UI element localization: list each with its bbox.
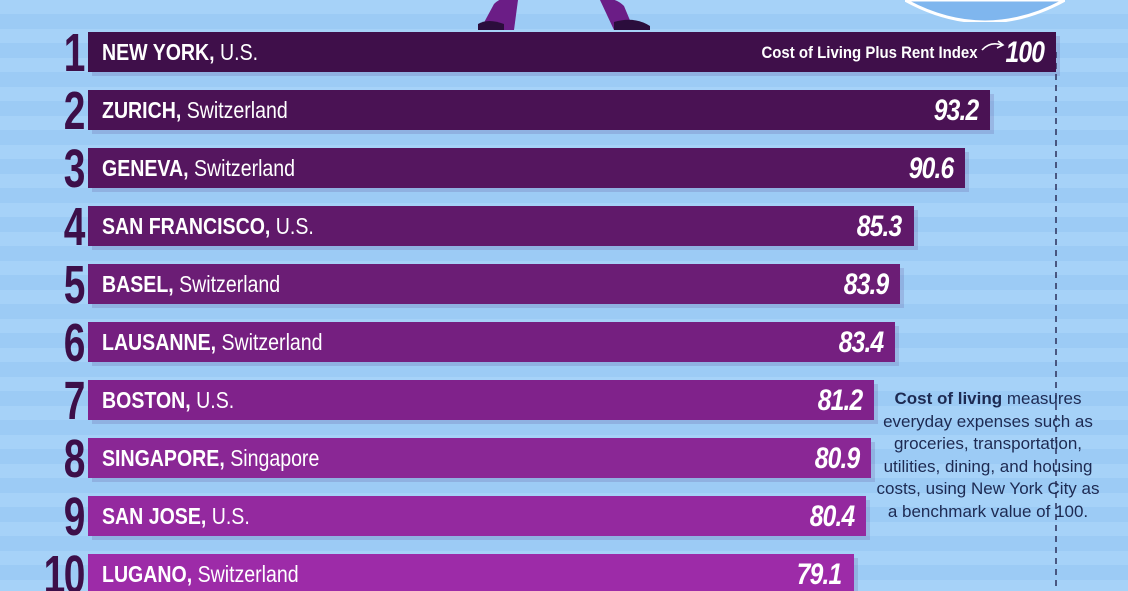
rank-number: 8 bbox=[63, 429, 86, 489]
city-name: ZURICH, bbox=[102, 97, 182, 123]
country-name: U.S. bbox=[206, 503, 250, 529]
country-name: U.S. bbox=[190, 387, 235, 413]
bar: LAUSANNE, Switzerland 83.4 bbox=[88, 322, 896, 362]
country-name: U.S. bbox=[270, 213, 314, 239]
city-label: SAN JOSE, U.S. bbox=[102, 496, 250, 536]
city-name: SAN JOSE, bbox=[102, 503, 207, 529]
rank-number: 10 bbox=[43, 545, 86, 591]
value-label: 83.4 bbox=[838, 326, 884, 359]
rank-number: 7 bbox=[63, 371, 86, 431]
city-label: BASEL, Switzerland bbox=[102, 264, 280, 304]
city-name: SAN FRANCISCO, bbox=[102, 213, 271, 239]
value-label: 100 bbox=[1005, 36, 1044, 69]
city-label: BOSTON, U.S. bbox=[102, 380, 234, 420]
index-label: Cost of Living Plus Rent Index bbox=[761, 43, 978, 62]
value-label: 90.6 bbox=[908, 152, 953, 185]
bar: SAN JOSE, U.S. 80.4 bbox=[88, 496, 867, 536]
city-name: LUGANO, bbox=[102, 561, 193, 587]
city-name: SINGAPORE, bbox=[102, 445, 225, 471]
country-name: U.S. bbox=[214, 39, 259, 65]
city-label: LUGANO, Switzerland bbox=[102, 554, 299, 591]
methodology-note: Cost of living measures everyday expense… bbox=[872, 388, 1104, 523]
city-name: NEW YORK, bbox=[102, 39, 215, 65]
value-label: 79.1 bbox=[797, 558, 842, 591]
value-label: 85.3 bbox=[857, 210, 902, 243]
background-stripe bbox=[0, 0, 1128, 14]
value-label: 83.9 bbox=[843, 268, 889, 301]
note-text: measures everyday expenses such as groce… bbox=[876, 389, 1100, 521]
bar: BASEL, Switzerland 83.9 bbox=[88, 264, 901, 304]
value-label: 93.2 bbox=[933, 94, 979, 127]
city-name: BOSTON, bbox=[102, 387, 191, 413]
city-label: ZURICH, Switzerland bbox=[102, 90, 288, 130]
rank-number: 9 bbox=[63, 487, 86, 547]
city-name: GENEVA, bbox=[102, 155, 189, 181]
rank-number: 2 bbox=[63, 81, 86, 141]
note-bold: Cost of living bbox=[894, 389, 1003, 408]
city-label: NEW YORK, U.S. bbox=[102, 32, 258, 72]
mascot-illustration bbox=[478, 0, 650, 30]
bar: BOSTON, U.S. 81.2 bbox=[88, 380, 875, 420]
country-name: Switzerland bbox=[181, 97, 288, 123]
rank-number: 3 bbox=[63, 139, 86, 199]
bar: SINGAPORE, Singapore 80.9 bbox=[88, 438, 872, 478]
city-label: GENEVA, Switzerland bbox=[102, 148, 295, 188]
rank-number: 6 bbox=[63, 313, 86, 373]
bar: SAN FRANCISCO, U.S. 85.3 bbox=[88, 206, 914, 246]
bar: LUGANO, Switzerland 79.1 bbox=[88, 554, 854, 591]
city-label: LAUSANNE, Switzerland bbox=[102, 322, 323, 362]
value-label: 81.2 bbox=[817, 384, 863, 417]
arrow-icon bbox=[981, 40, 1005, 51]
rank-number: 5 bbox=[63, 255, 86, 315]
city-label: SINGAPORE, Singapore bbox=[102, 438, 319, 478]
country-name: Switzerland bbox=[216, 329, 323, 355]
bar: NEW YORK, U.S. Cost of Living Plus Rent I… bbox=[88, 32, 1056, 72]
city-name: BASEL, bbox=[102, 271, 174, 297]
bar: GENEVA, Switzerland 90.6 bbox=[88, 148, 965, 188]
rank-number: 4 bbox=[63, 197, 86, 257]
country-name: Switzerland bbox=[188, 155, 296, 181]
value-label: 80.9 bbox=[814, 442, 860, 475]
value-label: 80.4 bbox=[809, 500, 855, 533]
globe-illustration bbox=[905, 0, 1065, 22]
country-name: Switzerland bbox=[192, 561, 299, 587]
bar: ZURICH, Switzerland 93.2 bbox=[88, 90, 991, 130]
city-label: SAN FRANCISCO, U.S. bbox=[102, 206, 314, 246]
rank-number: 1 bbox=[63, 23, 86, 83]
country-name: Singapore bbox=[224, 445, 320, 471]
city-name: LAUSANNE, bbox=[102, 329, 217, 355]
country-name: Switzerland bbox=[173, 271, 281, 297]
